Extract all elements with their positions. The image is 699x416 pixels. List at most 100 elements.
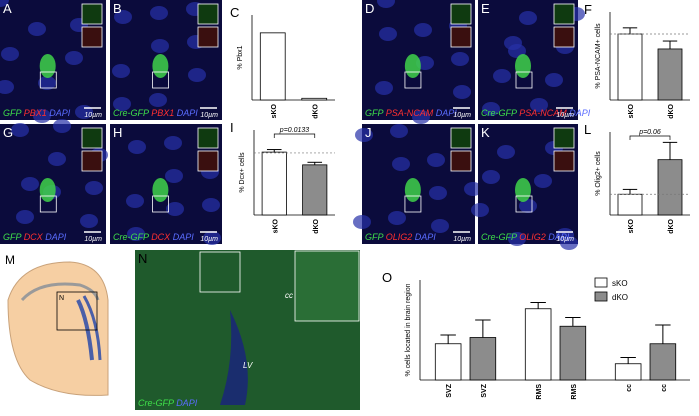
nucleus <box>464 182 482 196</box>
scale-label: 10µm <box>84 236 102 243</box>
stain-label: GFP DCX DAPI <box>3 232 67 242</box>
region-label: cc <box>285 291 293 300</box>
inset <box>450 127 472 149</box>
panel-letter: I <box>230 120 234 135</box>
inset <box>81 3 103 25</box>
scale-label: 10µm <box>200 112 218 119</box>
stain-name: PSA-NCAM <box>519 108 567 118</box>
p-value: p=0.06 <box>638 129 661 136</box>
stain-name: DAPI <box>45 232 67 242</box>
schematic: M N <box>5 253 109 396</box>
nucleus <box>451 52 469 66</box>
stain-label: Cre-GFP PBX1 DAPI <box>113 108 198 118</box>
error-bar <box>622 27 638 34</box>
scale-label: 10µm <box>200 236 218 243</box>
inset <box>450 3 472 25</box>
nucleus <box>126 194 144 208</box>
bar <box>657 48 683 101</box>
nucleus <box>429 186 447 200</box>
panel-letter: O <box>382 270 392 285</box>
brain-outline <box>7 261 109 396</box>
x-tick-label: sKO <box>272 218 279 233</box>
x-tick-label: cc <box>626 384 633 392</box>
nucleus <box>48 152 66 166</box>
inset-box <box>56 291 98 331</box>
stain-label: Cre-GFP OLIG2 DAPI <box>481 232 570 242</box>
error-bar <box>655 324 671 344</box>
nucleus <box>508 232 526 246</box>
inset <box>553 26 575 48</box>
nucleus <box>65 51 83 65</box>
inset <box>197 127 219 149</box>
cell <box>404 178 421 202</box>
cell-box <box>152 71 169 89</box>
nucleus <box>188 68 206 82</box>
nucleus <box>497 145 515 159</box>
error-bar <box>266 149 282 153</box>
nucleus <box>427 153 445 167</box>
cell-box <box>515 195 533 213</box>
nucleus <box>85 181 103 195</box>
nucleus <box>471 203 489 217</box>
bar <box>301 97 328 101</box>
cell-box <box>39 71 57 89</box>
stain-name: GFP <box>365 232 383 242</box>
stain-label: GFP OLIG2 DAPI <box>365 232 436 242</box>
nucleus <box>33 109 51 123</box>
nucleus <box>534 174 552 188</box>
nucleus <box>519 199 537 213</box>
nucleus <box>412 110 430 124</box>
nucleus <box>1 47 19 61</box>
stain-name: PBX1 <box>151 108 174 118</box>
x-tick-label: dKO <box>312 103 319 118</box>
ventricle <box>220 310 248 405</box>
y-axis-label: % PSA-NCAM+ cells <box>595 23 602 89</box>
x-tick-label: dKO <box>313 218 320 233</box>
nucleus <box>545 73 563 87</box>
nucleus <box>482 102 500 116</box>
x-tick-label: dKO <box>668 103 675 118</box>
nucleus <box>165 169 183 183</box>
nucleus <box>377 0 395 8</box>
stain-label: Cre-GFP DAPI <box>138 398 198 408</box>
x-tick-label: dKO <box>668 218 675 233</box>
legend-label: sKO <box>612 279 628 288</box>
y-axis-label: % Dcx+ cells <box>239 152 246 193</box>
nucleus <box>164 136 182 150</box>
ventricle <box>76 299 94 361</box>
stain-name: Cre-GFP <box>481 232 517 242</box>
stain-name: GFP <box>3 108 21 118</box>
cell-box <box>152 195 169 213</box>
cell-box <box>39 195 57 213</box>
nucleus <box>114 10 132 24</box>
panel-letter: M <box>5 253 15 267</box>
panel-letter: E <box>481 1 490 16</box>
stain-name: OLIG2 <box>519 232 546 242</box>
nucleus <box>11 123 29 137</box>
nucleus <box>166 202 184 216</box>
error-bar <box>565 317 581 327</box>
legend-swatch <box>594 291 608 302</box>
stain-name: PBX1 <box>24 108 47 118</box>
error-bar <box>620 357 636 364</box>
region-label: LV <box>243 361 253 370</box>
nucleus <box>375 81 393 95</box>
stain-name: DCX <box>24 232 44 242</box>
nucleus <box>414 23 432 37</box>
cell <box>39 178 56 202</box>
inset <box>197 3 219 25</box>
nucleus <box>493 69 511 83</box>
bar <box>524 308 552 381</box>
nucleus <box>504 36 522 50</box>
inset <box>197 26 219 48</box>
scale-label: 10µm <box>453 236 471 243</box>
stain-name: DAPI <box>173 232 195 242</box>
nucleus <box>390 124 408 138</box>
inset <box>553 3 575 25</box>
stain-name: DCX <box>151 232 171 242</box>
panel-letter: F <box>584 2 592 17</box>
nucleus <box>150 6 168 20</box>
panel-letter: D <box>365 1 374 16</box>
panel-letter: A <box>3 1 12 16</box>
